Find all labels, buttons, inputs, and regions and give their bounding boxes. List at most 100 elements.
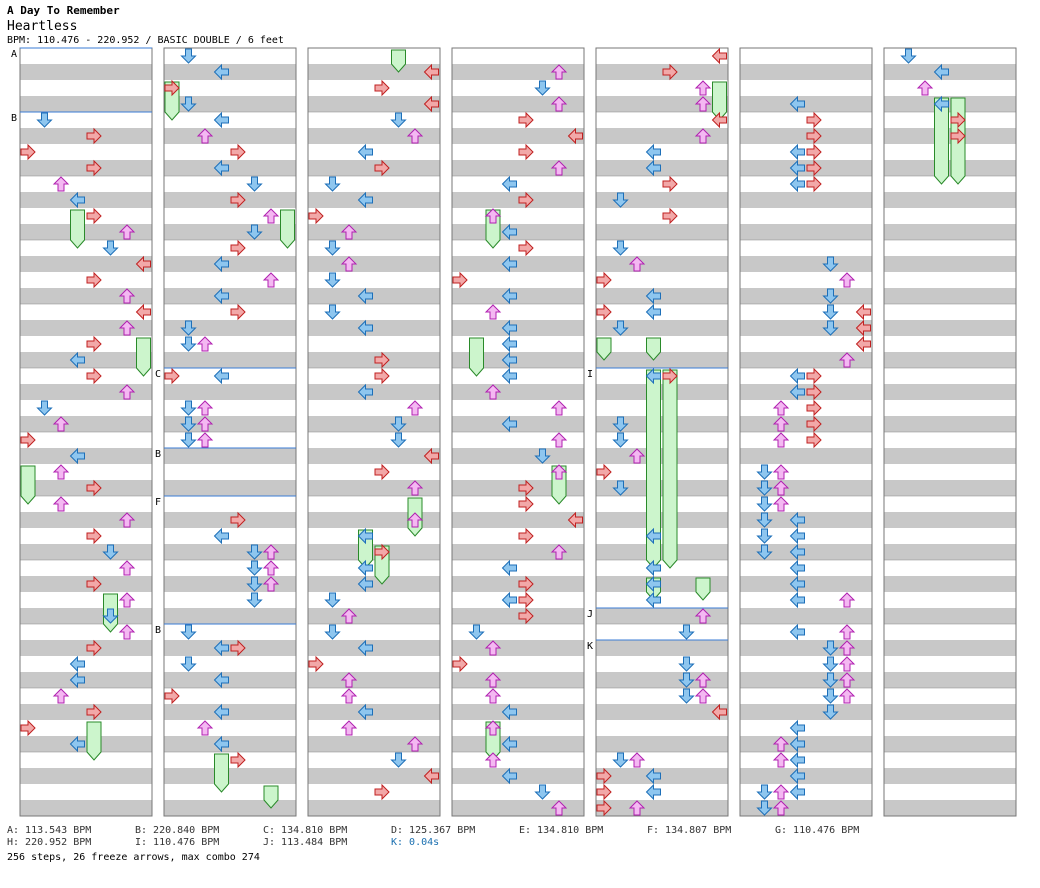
beat-row [596,304,728,320]
step-arrow [423,63,439,81]
step-arrow [933,95,949,113]
beat-row [308,304,440,320]
beat-row [452,352,584,368]
beat-row [884,624,1016,640]
freeze-arrow [662,369,678,569]
beat-row [308,768,440,784]
step-arrow [838,352,856,368]
beat-row [20,352,152,368]
beat-row [740,656,872,672]
step-arrow [230,143,246,161]
beat-row [596,384,728,400]
beat-row [164,640,296,656]
beat-row [20,176,152,192]
freeze-arrow [712,81,727,121]
beat-row [452,336,584,352]
bpm-legend-item: D: 125.367 BPM [391,825,476,836]
step-arrow [806,111,822,129]
beat-row [452,768,584,784]
step-arrow [711,703,727,721]
chart-column [739,47,873,817]
step-arrow [86,207,102,225]
step-arrow [789,623,805,641]
beat-row [20,576,152,592]
step-arrow [118,624,136,640]
beat-row [884,608,1016,624]
bpm-legend-item: B: 220.840 BPM [135,825,220,836]
step-arrow [69,671,85,689]
beat-row [740,512,872,528]
beat-row [164,96,296,112]
beat-row [164,560,296,576]
beat-row [596,160,728,176]
beat-row [164,480,296,496]
bpm-legend-item: J: 113.484 BPM [263,837,348,848]
step-arrow [324,272,341,288]
step-arrow [213,735,229,753]
beat-row [308,560,440,576]
beat-row [884,640,1016,656]
beat-row [20,400,152,416]
step-arrow [789,783,805,801]
beat-row [20,224,152,240]
beat-row [308,464,440,480]
beat-row [452,128,584,144]
beat-row [596,608,728,624]
step-arrow [180,336,197,352]
beat-row [20,208,152,224]
beat-row [884,272,1016,288]
chart-column: C B F B [155,47,297,817]
step-arrow [550,544,568,560]
chart-column: I J K [587,47,729,817]
step-arrow [822,656,839,672]
beat-row [596,128,728,144]
step-arrow [756,464,773,480]
beat-row [164,784,296,800]
step-arrow [756,512,773,528]
step-arrow [374,367,390,385]
step-arrow [806,431,822,449]
step-arrow [262,576,280,592]
step-arrow [340,224,358,240]
step-arrow [645,287,661,305]
step-arrow [501,367,517,385]
step-arrow [230,511,246,529]
beat-row [164,688,296,704]
beat-row [596,576,728,592]
step-arrow [662,63,678,81]
step-arrow [518,143,534,161]
beat-row [20,784,152,800]
beat-row [452,688,584,704]
column-border [451,47,585,817]
beat-row [20,688,152,704]
step-arrow [102,544,119,560]
step-arrow [756,800,773,816]
beat-row [452,272,584,288]
beat-row [308,784,440,800]
step-arrow [340,720,358,736]
step-arrow [484,304,502,320]
beat-row [308,688,440,704]
freeze-arrow [695,577,711,601]
beat-row [884,320,1016,336]
beat-row [164,768,296,784]
beat-row [20,656,152,672]
beat-row [596,400,728,416]
step-arrow [518,591,534,609]
beat-row [308,224,440,240]
beat-row [308,640,440,656]
freeze-arrow [596,337,612,361]
beat-row [596,96,728,112]
freeze-arrow [20,465,36,505]
beat-row [596,256,728,272]
step-arrow [596,271,612,289]
beat-row [308,672,440,688]
beat-row [452,736,584,752]
beat-row [884,192,1016,208]
step-arrow [822,304,839,320]
beat-row [20,368,152,384]
beat-row [452,480,584,496]
beat-row [740,400,872,416]
step-arrow [20,431,36,449]
beat-row [308,544,440,560]
